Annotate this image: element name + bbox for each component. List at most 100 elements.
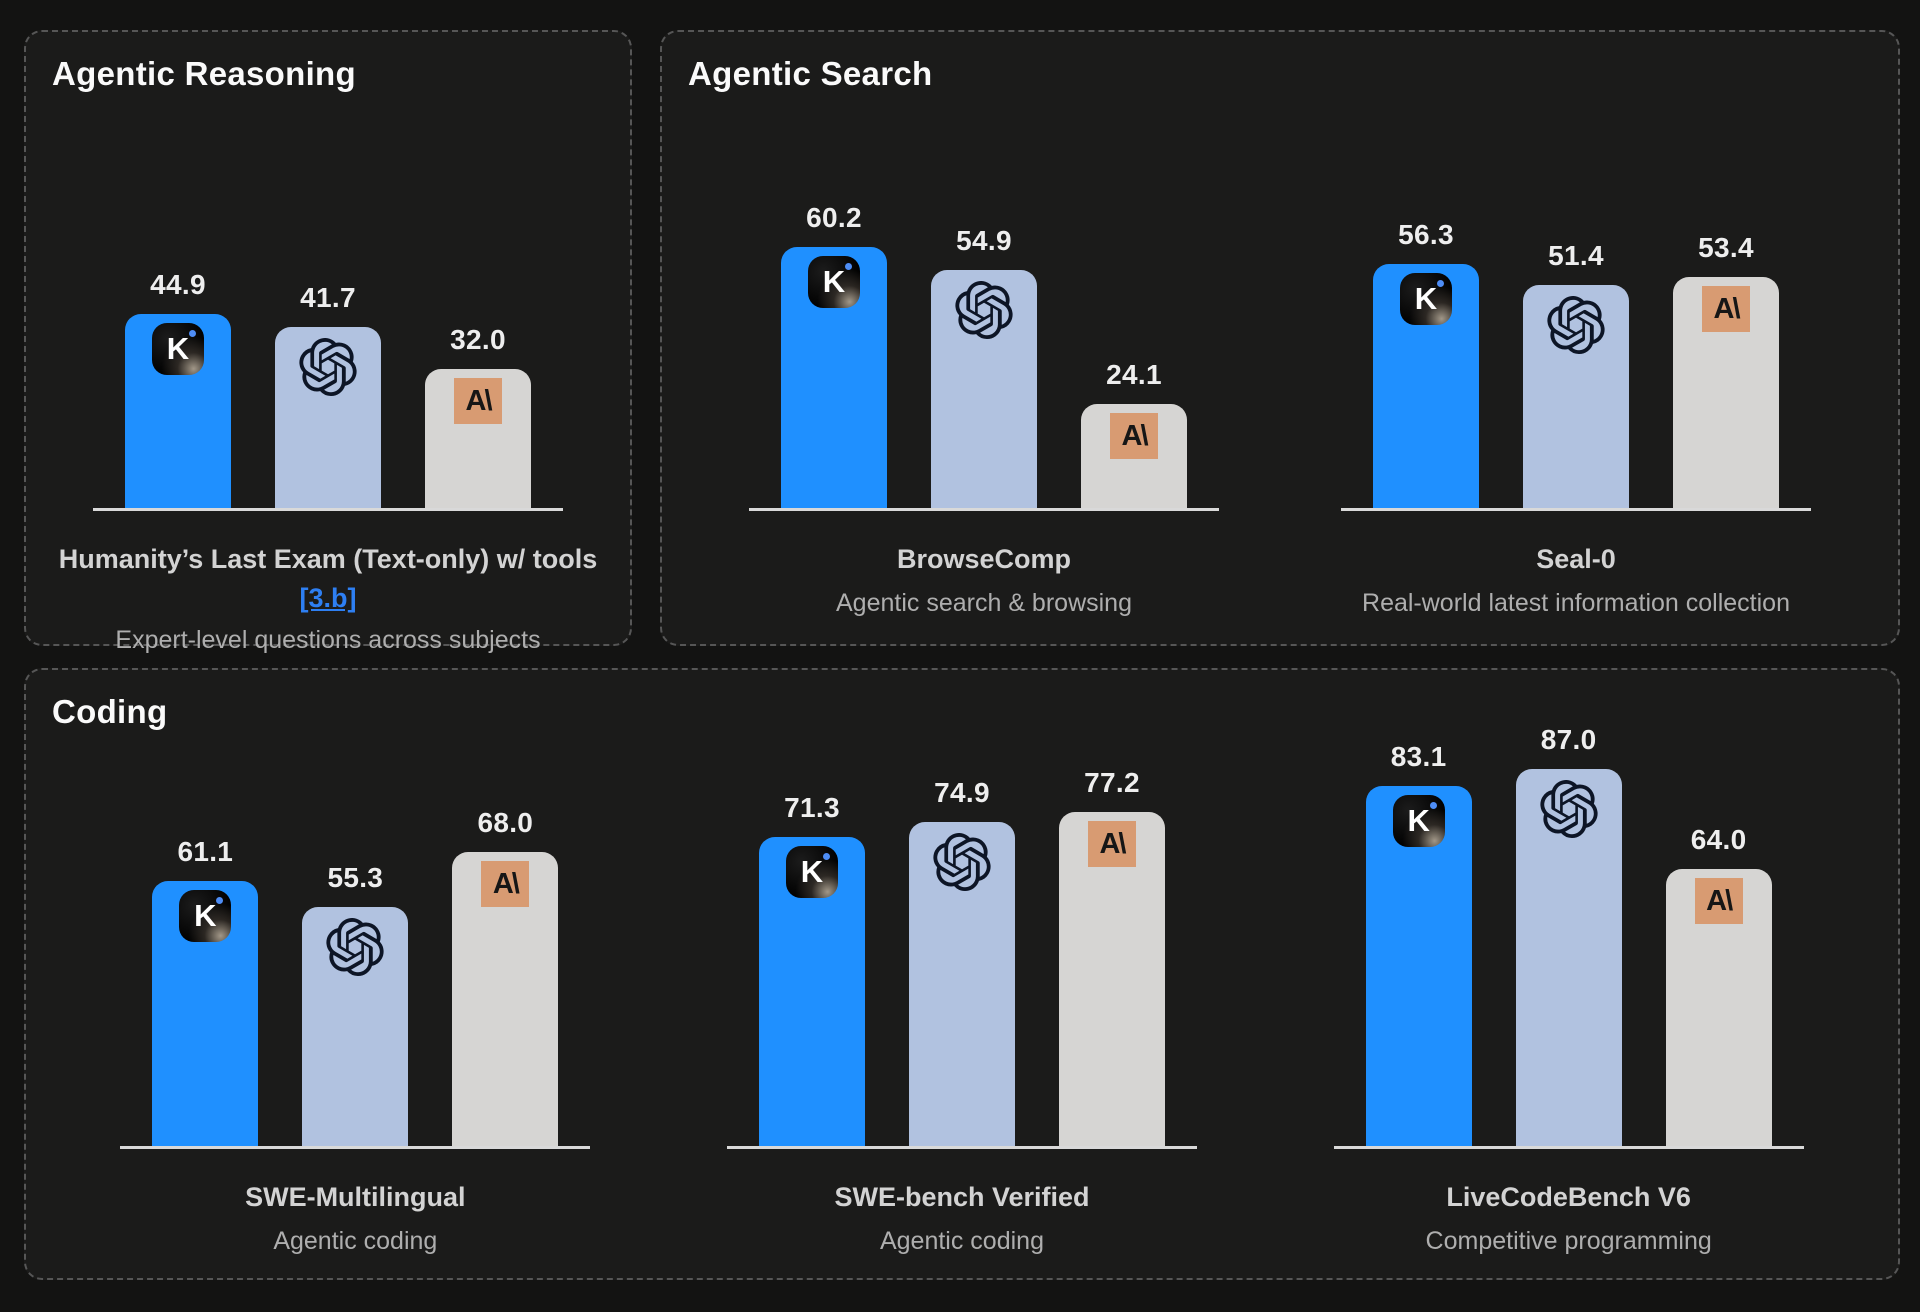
charts-row: 61.1 K 55.3 68.0 A\ SWE-Multilingual Agentic c… [52,724,1872,1258]
value-label: 55.3 [327,862,384,893]
benchmark-name: LiveCodeBench V6 [1446,1182,1691,1212]
bar-group-openai: 87.0 [1515,724,1622,1146]
panel-agentic-search: Agentic Search 60.2 K 54.9 24.1 A\ BrowseComp… [660,30,1900,646]
value-label: 51.4 [1548,240,1604,271]
bar-kimi: K [125,314,231,508]
plot-area: 44.9 K 41.7 32.0 A\ [93,94,563,511]
bar-openai [1523,285,1629,508]
value-label: 61.1 [177,836,234,867]
bar-group-kimi: 83.1 K [1365,741,1472,1146]
bar-group-kimi: 61.1 K [152,836,259,1146]
bar-group-kimi: 56.3 K [1373,219,1479,508]
kimi-k-glyph: K [822,263,846,299]
bar-openai [302,907,409,1146]
anthropic-icon: A\ [1087,821,1136,867]
benchmark-reference-link[interactable]: [3.b] [299,583,357,614]
bar-group-openai: 54.9 [931,225,1037,508]
kimi-icon: K [152,323,204,375]
benchmark-chart: 56.3 K 51.4 53.4 A\ Seal-0 Real-world latest i… [1341,94,1811,620]
kimi-icon: K [179,890,232,942]
kimi-icon: K [785,846,838,898]
value-label: 64.0 [1690,824,1747,855]
bar-anthropic: A\ [425,369,531,508]
openai-icon [933,833,991,891]
value-label: 41.7 [300,282,356,313]
bar-anthropic: A\ [1081,404,1187,508]
charts-row: 60.2 K 54.9 24.1 A\ BrowseComp Agentic search … [688,94,1872,620]
kimi-icon: K [808,256,860,308]
bar-anthropic: A\ [1665,869,1772,1146]
panel-coding: Coding 61.1 K 55.3 68.0 A\ SWE-Multilingual Ag… [24,668,1900,1280]
bar-group-openai: 51.4 [1523,240,1629,508]
plot-area: 71.3 K 74.9 77.2 A\ [726,732,1197,1149]
value-label: 54.9 [956,225,1012,256]
anthropic-icon: A\ [454,378,502,424]
benchmark-subtitle: Agentic coding [879,1227,1044,1256]
value-label: 83.1 [1390,741,1447,772]
openai-icon [1547,296,1605,354]
bar-kimi: K [1373,264,1479,508]
bar-kimi: K [152,881,259,1146]
bar-anthropic: A\ [1058,812,1165,1146]
kimi-k-glyph: K [800,853,824,889]
plot-area: 56.3 K 51.4 53.4 A\ [1341,94,1811,511]
bar-group-kimi: 71.3 K [758,792,865,1146]
bar-group-anthropic: 64.0 A\ [1665,824,1772,1146]
kimi-icon: K [1392,795,1445,847]
bar-group-anthropic: 32.0 A\ [425,324,531,508]
kimi-blue-dot [845,263,852,270]
benchmark-name: Humanity’s Last Exam (Text-only) w/ tool… [58,544,598,574]
value-label: 56.3 [1398,219,1454,250]
benchmark-name: BrowseComp [896,544,1072,574]
top-panels-row: Agentic Reasoning 44.9 K 41.7 32.0 A\ Humanit… [24,30,1900,654]
bar-group-anthropic: 68.0 A\ [452,807,559,1146]
kimi-blue-dot [189,330,196,337]
bar-openai [931,270,1037,508]
benchmark-subtitle: Agentic coding [273,1227,438,1256]
panel-title-agentic-reasoning: Agentic Reasoning [52,55,356,92]
value-label: 32.0 [450,324,506,355]
kimi-blue-dot [1429,802,1437,809]
panel-agentic-reasoning: Agentic Reasoning 44.9 K 41.7 32.0 A\ Humanit… [24,30,632,654]
bar-group-anthropic: 53.4 A\ [1673,232,1779,508]
benchmark-chart: 60.2 K 54.9 24.1 A\ BrowseComp Agentic search … [749,94,1219,620]
openai-icon [326,918,384,976]
value-label: 77.2 [1084,767,1140,798]
benchmark-name: SWE-Multilingual [245,1182,466,1212]
panel-title-coding: Coding [52,693,168,730]
benchmark-chart: 83.1 K 87.0 64.0 A\ LiveCodeBench V6 Competiti… [1333,724,1804,1258]
value-label: 87.0 [1540,724,1597,755]
bar-group-anthropic: 24.1 A\ [1081,359,1187,508]
bar-kimi: K [758,837,865,1146]
value-label: 60.2 [806,202,862,233]
benchmark-chart: 71.3 K 74.9 77.2 A\ SWE-bench Verified Agentic… [726,732,1197,1258]
benchmark-chart: 61.1 K 55.3 68.0 A\ SWE-Multilingual Agentic c… [120,732,591,1258]
kimi-k-glyph: K [166,330,190,366]
openai-icon [955,281,1013,339]
kimi-blue-dot [1437,280,1444,287]
plot-area: 61.1 K 55.3 68.0 A\ [120,732,591,1149]
bar-group-openai: 55.3 [302,862,409,1146]
kimi-blue-dot [822,853,830,860]
benchmark-subtitle: Expert-level questions across subjects [115,626,541,655]
bar-group-kimi: 60.2 K [781,202,887,508]
kimi-blue-dot [216,897,224,904]
anthropic-icon: A\ [1702,286,1750,332]
benchmark-name: Seal-0 [1536,544,1616,574]
bar-kimi: K [781,247,887,508]
bar-openai [1515,769,1622,1146]
value-label: 53.4 [1698,232,1754,263]
kimi-k-glyph: K [1414,280,1438,316]
kimi-icon: K [1400,273,1452,325]
benchmark-name: SWE-bench Verified [834,1182,1090,1212]
benchmark-subtitle: Competitive programming [1425,1227,1712,1256]
bar-anthropic: A\ [452,852,559,1146]
bar-openai [275,327,381,508]
openai-icon [1540,780,1598,838]
bar-group-openai: 74.9 [908,777,1015,1146]
value-label: 44.9 [150,269,206,300]
anthropic-icon: A\ [1694,878,1743,924]
bar-openai [908,822,1015,1146]
bar-group-anthropic: 77.2 A\ [1058,767,1165,1146]
